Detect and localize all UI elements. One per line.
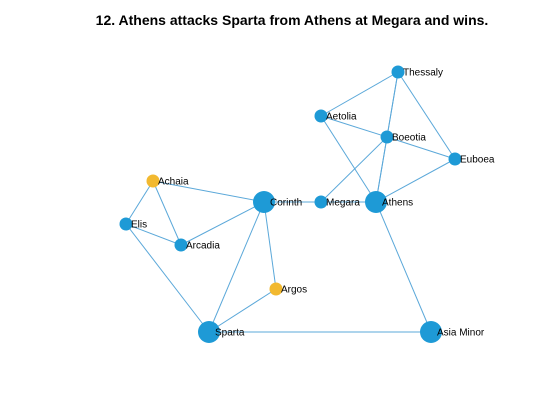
node-megara [314, 195, 328, 209]
node-label-achaia: Achaia [158, 177, 189, 188]
node-label-corinth: Corinth [270, 198, 302, 209]
node-label-megara: Megara [326, 198, 360, 209]
node-corinth [253, 191, 275, 213]
edge-corinth-arcadia [180, 201, 265, 246]
edge-thessaly-aetolia [320, 71, 399, 117]
node-thessaly [391, 65, 405, 79]
edge-corinth-argos [263, 201, 277, 290]
node-label-argos: Argos [281, 285, 307, 296]
edge-thessaly-euboea [397, 71, 456, 160]
node-label-thessaly: Thessaly [403, 68, 443, 79]
node-label-athens: Athens [382, 198, 413, 209]
node-aetolia [314, 109, 328, 123]
edge-argos-sparta [208, 288, 277, 333]
node-boeotia [380, 130, 394, 144]
node-label-euboea: Euboea [460, 155, 495, 166]
node-label-boeotia: Boeotia [392, 133, 426, 144]
node-label-aetolia: Aetolia [326, 112, 357, 123]
node-label-arcadia: Arcadia [186, 241, 220, 252]
edge-corinth-sparta [208, 201, 265, 333]
node-label-elis: Elis [131, 220, 147, 231]
diagram-title: 12. Athens attacks Sparta from Athens at… [96, 12, 489, 28]
node-elis [119, 217, 133, 231]
node-argos [269, 282, 283, 296]
edge-elis-arcadia [125, 223, 182, 246]
node-label-asia-minor: Asia Minor [437, 328, 485, 339]
node-sparta [198, 321, 220, 343]
edges-layer [125, 71, 456, 333]
edge-aetolia-boeotia [320, 115, 388, 138]
edge-elis-sparta [125, 223, 210, 333]
edge-aetolia-athens [320, 115, 377, 203]
edge-boeotia-euboea [386, 136, 456, 160]
edge-achaia-elis [125, 180, 154, 225]
edge-athens-asia_minor [375, 201, 432, 333]
node-euboea [448, 152, 462, 166]
node-athens [365, 191, 387, 213]
edge-boeotia-megara [320, 136, 388, 203]
labels-layer: Thessaly Aetolia Boeotia Euboea Achaia Corint… [131, 68, 495, 339]
edge-corinth-achaia [152, 180, 265, 203]
node-asia-minor [420, 321, 442, 343]
node-arcadia [174, 238, 188, 252]
node-label-sparta: Sparta [215, 328, 245, 339]
nodes-layer [119, 65, 462, 343]
edge-achaia-arcadia [152, 180, 182, 246]
edge-euboea-athens [375, 158, 456, 203]
node-achaia [146, 174, 160, 188]
